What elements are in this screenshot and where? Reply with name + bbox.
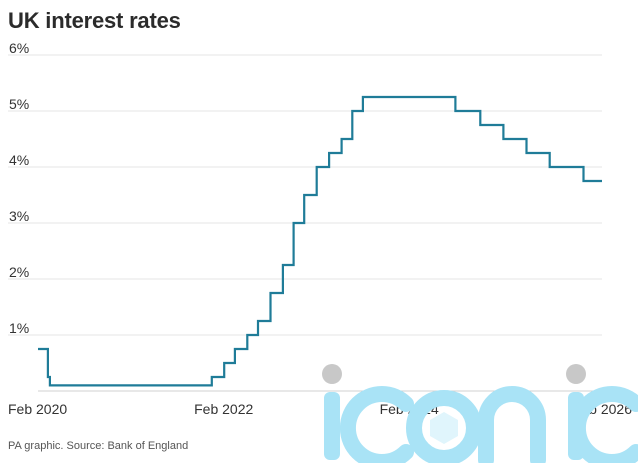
watermark-dot-left bbox=[322, 364, 342, 384]
y-tick-label: 6% bbox=[9, 40, 29, 56]
watermark-o bbox=[406, 390, 482, 463]
y-tick-label: 3% bbox=[9, 208, 29, 224]
y-axis-ticks: 6% 5% 4% 3% 2% 1% bbox=[9, 40, 29, 336]
y-tick-label: 2% bbox=[9, 264, 29, 280]
watermark-n bbox=[478, 386, 546, 463]
watermark-i-stem bbox=[324, 392, 340, 460]
x-tick-label: Feb 2020 bbox=[8, 401, 67, 417]
iconic-watermark bbox=[322, 364, 638, 463]
watermark-dot-right bbox=[566, 364, 586, 384]
x-tick-label: Feb 2022 bbox=[194, 401, 253, 417]
watermark-c2 bbox=[570, 386, 638, 463]
chart-title: UK interest rates bbox=[8, 8, 181, 33]
y-tick-label: 4% bbox=[9, 152, 29, 168]
y-tick-label: 1% bbox=[9, 320, 29, 336]
watermark-c bbox=[340, 386, 414, 463]
series-layer bbox=[38, 95, 602, 387]
series-line bbox=[38, 95, 602, 387]
source-note: PA graphic. Source: Bank of England bbox=[8, 440, 189, 452]
y-tick-label: 5% bbox=[9, 96, 29, 112]
watermark-hexagon bbox=[430, 412, 458, 444]
